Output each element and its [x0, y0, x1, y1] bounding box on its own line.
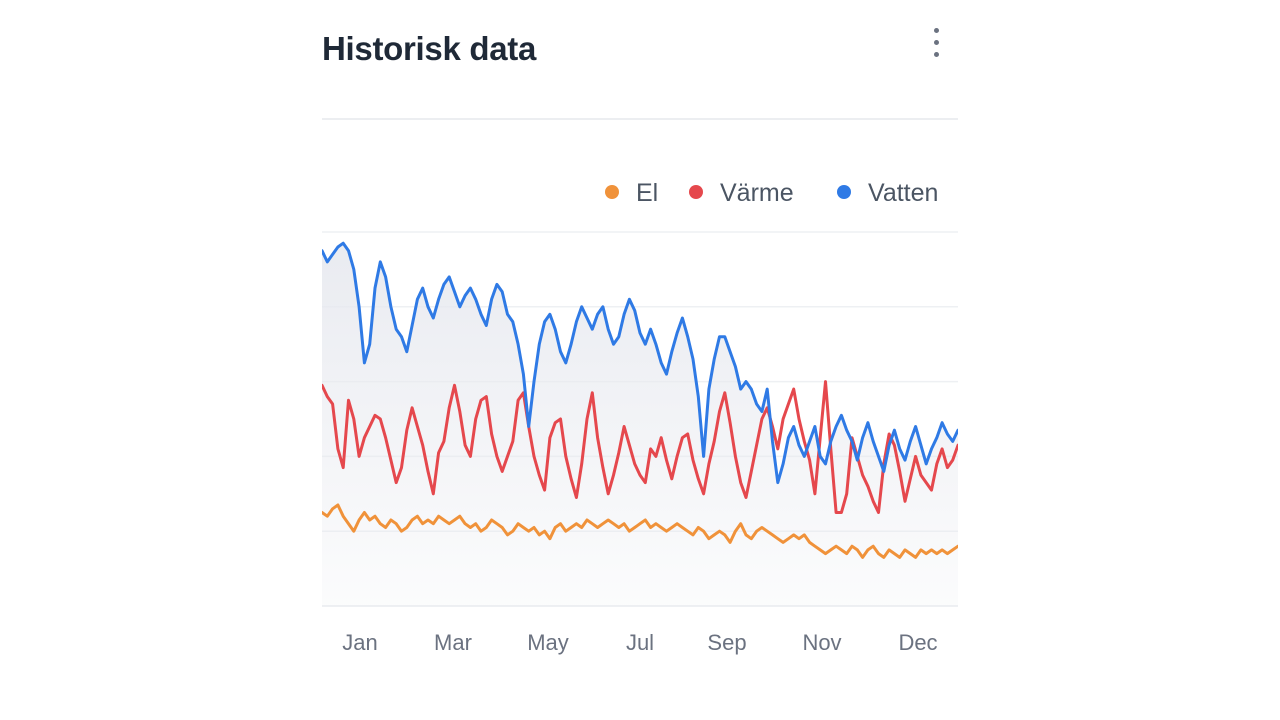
legend-dot — [837, 185, 851, 199]
legend-item-vatten[interactable]: Vatten — [837, 179, 938, 207]
x-tick-label: Mar — [434, 630, 472, 655]
x-tick-label: Sep — [707, 630, 746, 655]
series-line-vatten[interactable] — [322, 241, 958, 485]
legend-item-vrme[interactable]: Värme — [689, 179, 794, 207]
legend-label: Värme — [720, 179, 794, 207]
divider — [322, 118, 958, 120]
legend-item-el[interactable]: El — [605, 179, 658, 207]
line-chart: Jan Mar May Jul Sep Nov Dec El Värme Vatten — [322, 179, 958, 655]
x-tick-label: Jan — [342, 630, 377, 655]
series-line-vrme[interactable] — [322, 380, 958, 514]
historical-data-card: Historisk data Jan Mar May Jul Sep Nov Dec El V… — [322, 0, 958, 720]
x-tick-label: Nov — [802, 630, 841, 655]
more-vertical-icon[interactable] — [922, 22, 952, 62]
x-tick-label: Dec — [898, 630, 937, 655]
area-fill-vatten — [322, 243, 958, 606]
legend-label: El — [636, 179, 658, 207]
card-title: Historisk data — [322, 30, 537, 67]
x-tick-label: Jul — [626, 630, 654, 655]
legend-dot — [605, 185, 619, 199]
legend-label: Vatten — [868, 179, 938, 207]
series-line-el[interactable] — [322, 503, 958, 559]
x-tick-label: May — [527, 630, 569, 655]
legend-dot — [689, 185, 703, 199]
